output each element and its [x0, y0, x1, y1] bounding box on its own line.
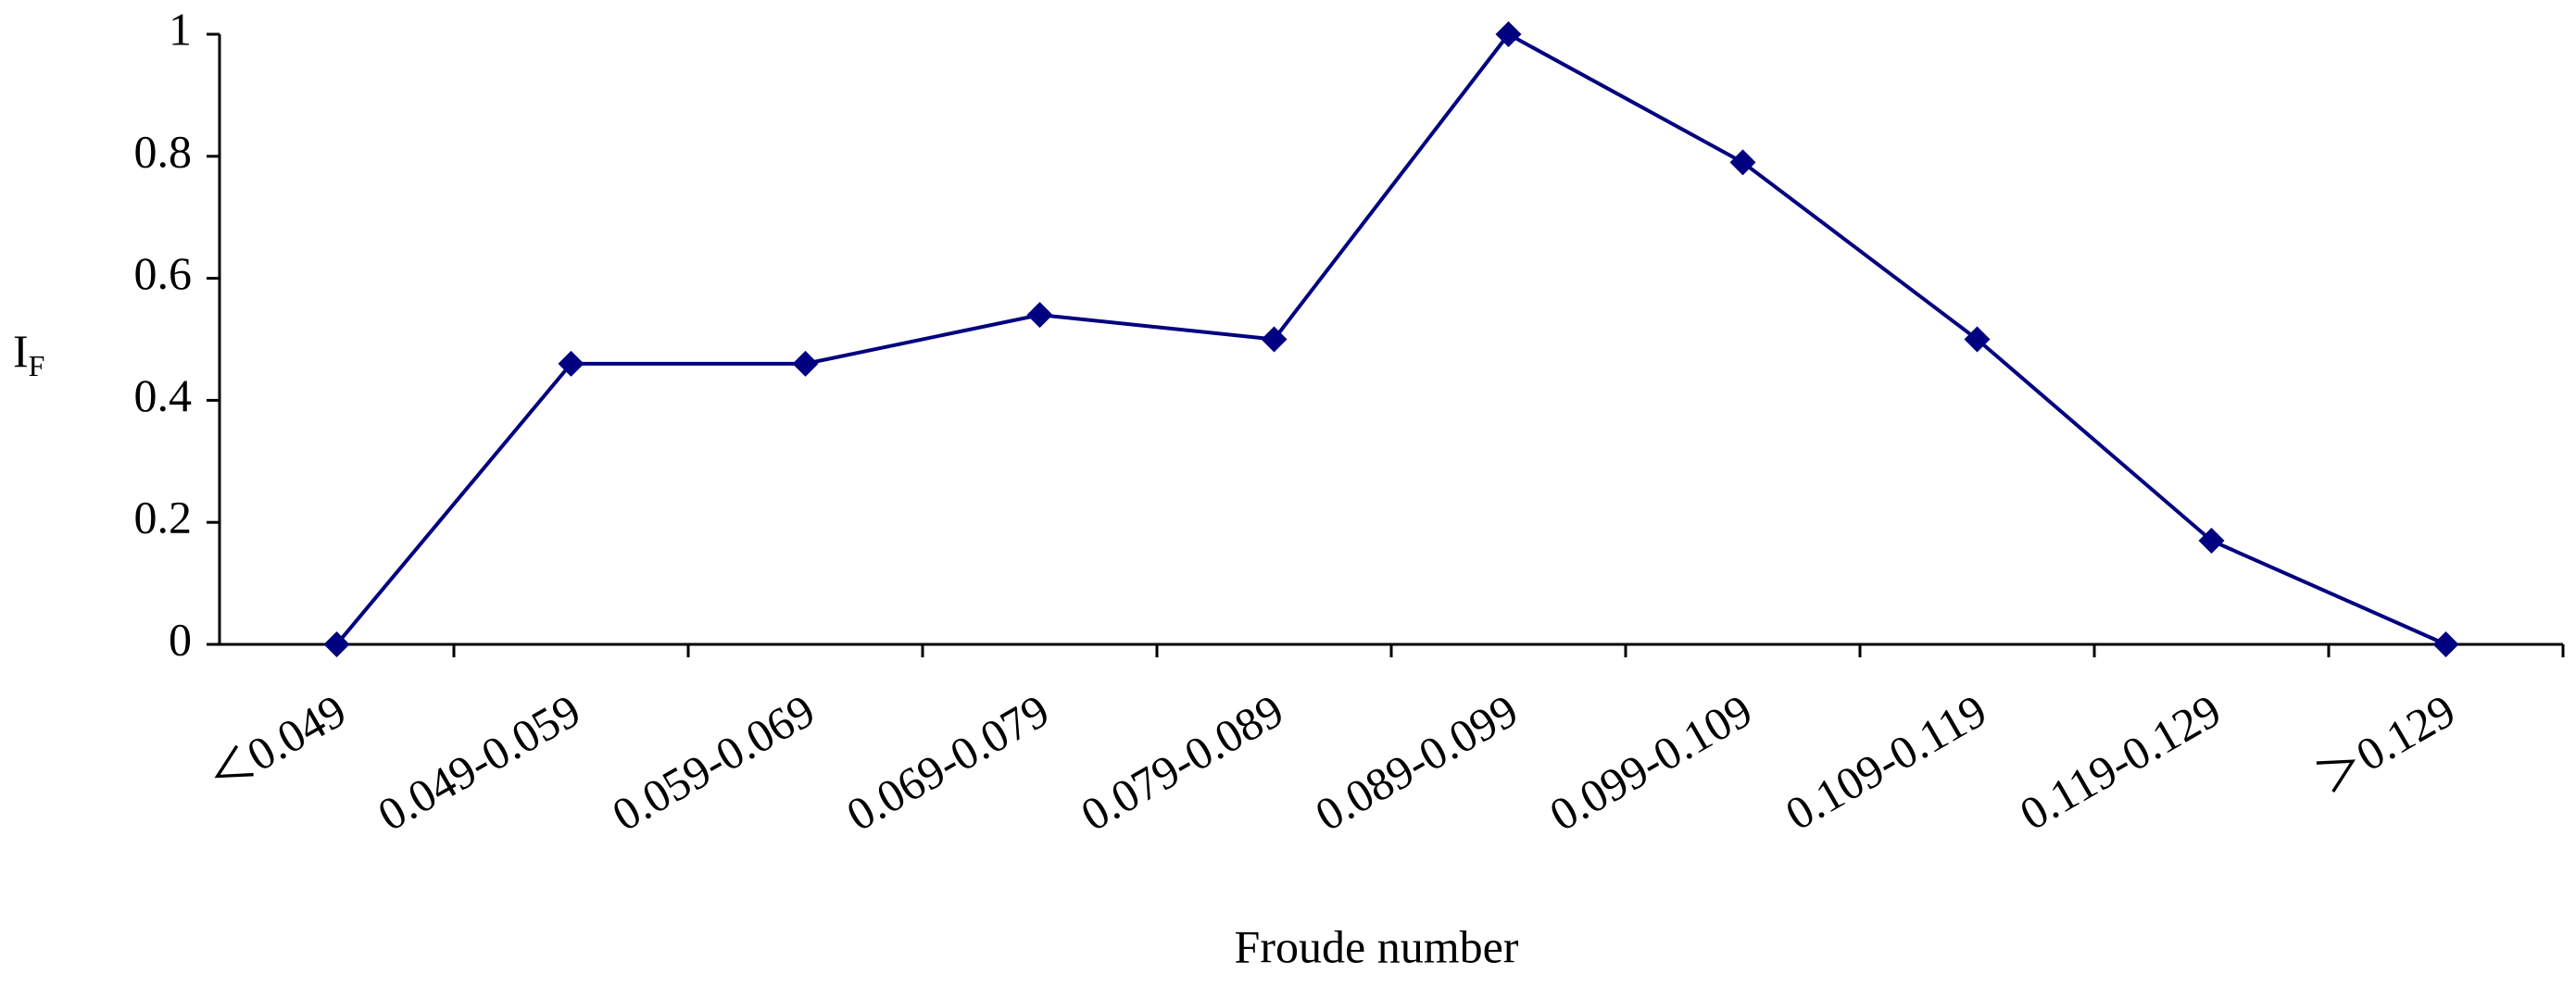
y-tick-label: 0.6 [134, 247, 193, 299]
y-axis-title-main: I [13, 325, 29, 377]
marker [1495, 21, 1522, 47]
y-axis-title: IF [13, 325, 44, 382]
x-tick-label: 0.069-0.079 [837, 684, 1057, 841]
y-tick-label: 1 [169, 3, 192, 55]
x-tick-label: ＜0.049 [198, 684, 355, 805]
x-tick-label: 0.059-0.069 [603, 684, 823, 841]
marker [1026, 302, 1053, 329]
marker [2198, 527, 2225, 554]
line [334, 31, 2447, 646]
x-tick-label: 0.099-0.109 [1540, 684, 1760, 841]
x-tick-label: 0.089-0.099 [1306, 684, 1526, 841]
marker [323, 631, 350, 657]
marker [558, 350, 584, 377]
x-tick-label: 0.119-0.129 [2011, 684, 2230, 840]
marker [1261, 326, 1288, 353]
marker [792, 350, 819, 377]
y-axis-title-subscript: F [29, 349, 45, 382]
marker [2432, 631, 2459, 657]
marker [1964, 326, 1991, 353]
x-tick-label: 0.049-0.059 [369, 684, 588, 841]
x-tick-label: 0.079-0.089 [1072, 684, 1291, 841]
marker [1729, 149, 1756, 176]
y-tick-label: 0.4 [134, 369, 193, 421]
y-tick-label: 0 [169, 613, 192, 665]
x-axis-title: Froude number [1235, 920, 1519, 972]
y-tick-label: 0.2 [134, 492, 193, 543]
y-tick-label: 0.8 [134, 125, 193, 177]
x-tick-label: ＞0.129 [2307, 684, 2464, 805]
x-tick-label: 0.109-0.119 [1777, 684, 1995, 840]
